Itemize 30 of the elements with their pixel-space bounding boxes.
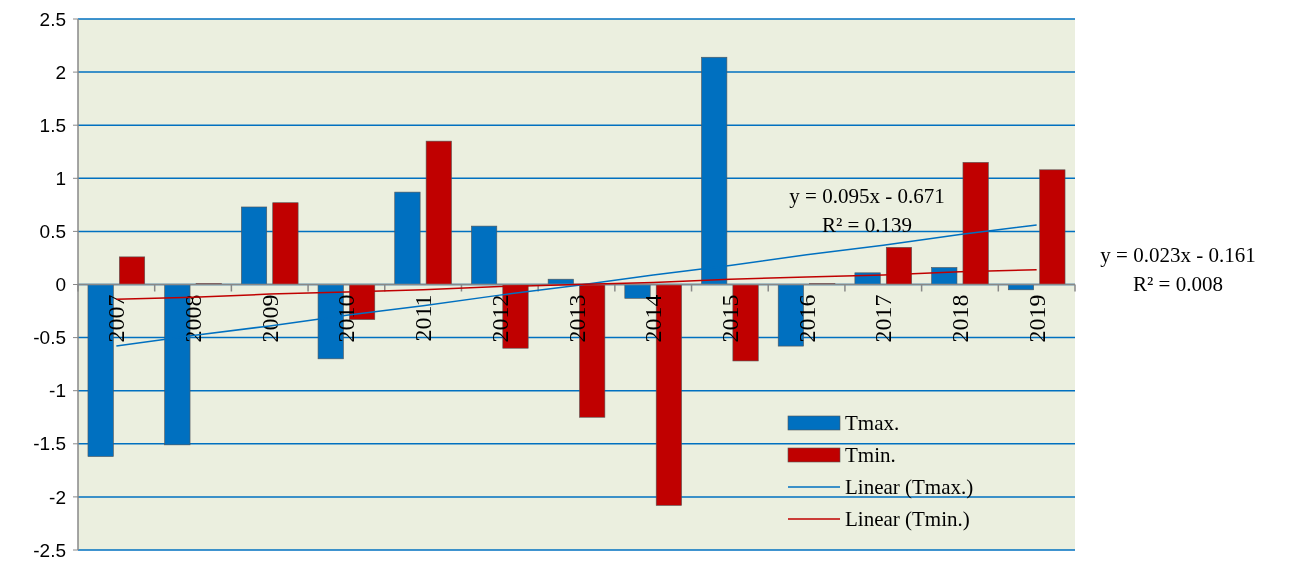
x-tick-label: 2015 [716,294,743,343]
y-tick-label: -1 [49,380,66,402]
y-tick-label: -1.5 [33,433,66,455]
x-tick-label: 2018 [946,294,973,343]
x-tick-label: 2019 [1023,294,1050,343]
legend-label: Linear (Tmax.) [845,475,974,500]
y-tick-label: -2.5 [33,539,66,561]
x-tick-label: 2017 [870,294,897,343]
y-tick-label: 2 [55,61,66,83]
legend-label: Tmax. [845,411,900,436]
y-tick-label: 1.5 [39,114,66,136]
y-tick-label: -2 [49,486,66,508]
y-tick-label: 0 [55,274,66,296]
y-tick-label: -0.5 [33,327,66,349]
x-tick-label: 2013 [563,294,590,343]
y-tick-label: 1 [55,167,66,189]
x-tick-label: 2012 [486,294,513,343]
x-tick-label: 2011 [410,294,437,342]
annotation: y = 0.095x - 0.671 R² = 0.139 [789,184,945,237]
x-tick-label: 2009 [256,294,283,343]
y-tick-label: 2.5 [39,8,66,30]
text: y = 0.023x - 0.161 R² = 0.008 [1100,243,1256,296]
x-tick-label: 2014 [640,294,667,343]
x-tick-label: 2010 [333,294,360,343]
x-tick-label: 2016 [793,294,820,343]
x-tick-label: 2008 [180,294,207,343]
legend-label: Tmin. [845,443,896,468]
legend-label: Linear (Tmin.) [845,507,970,532]
x-tick-label: 2007 [103,294,130,343]
y-tick-label: 0.5 [39,221,66,243]
